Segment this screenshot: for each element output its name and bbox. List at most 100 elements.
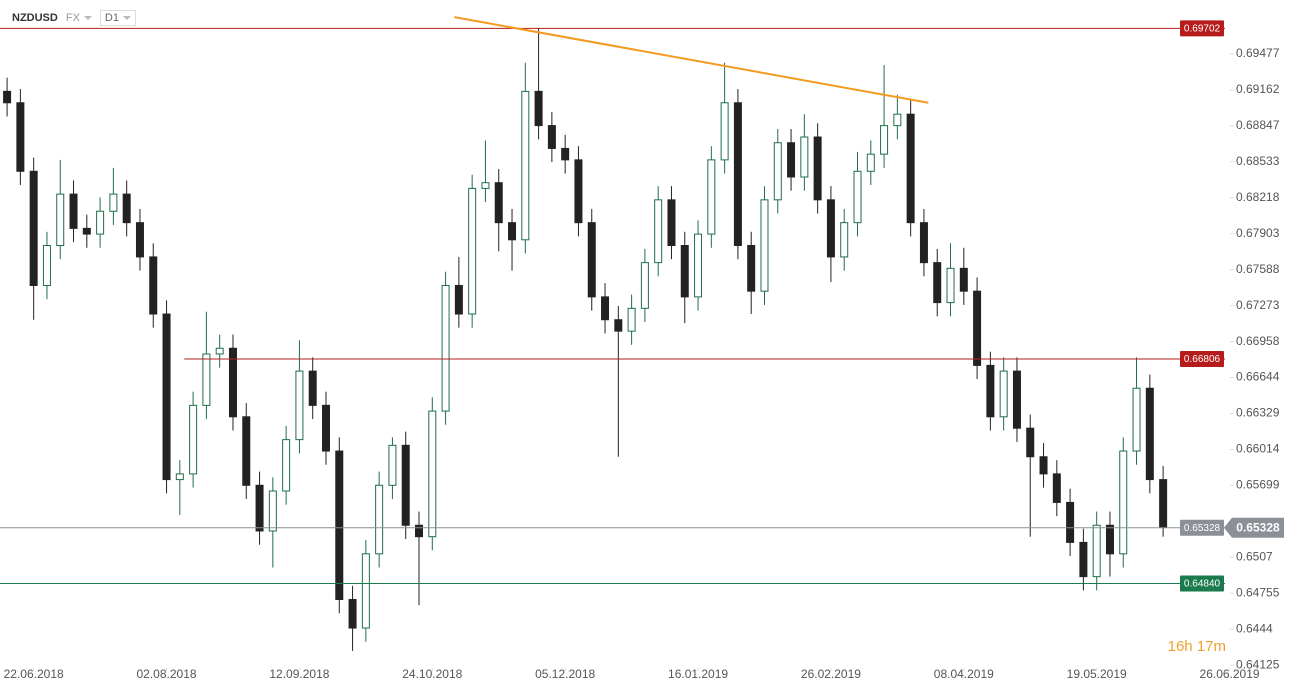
candle-body (853, 170, 862, 224)
candle-body (627, 307, 636, 332)
candle-body (135, 222, 144, 258)
symbol[interactable]: NZDUSD (12, 12, 58, 24)
candle-body (96, 210, 105, 235)
level-label-box (1180, 351, 1224, 368)
y-tick-label: 0.68533 (1236, 154, 1280, 168)
candle-body (454, 284, 463, 315)
candle-body (122, 193, 131, 224)
candle-body (481, 182, 490, 189)
y-tick-label: 0.68218 (1236, 190, 1280, 204)
candle-body (880, 125, 889, 155)
x-tick-label: 05.12.2018 (535, 667, 595, 681)
candle-body (760, 199, 769, 292)
candle-body (561, 147, 570, 161)
candle-body (866, 153, 875, 172)
candle-body (707, 159, 716, 235)
candle-body (255, 484, 264, 532)
candle-body (667, 199, 676, 247)
y-tick-label: 0.67273 (1236, 298, 1280, 312)
candle-body (42, 245, 51, 286)
candle-body (813, 136, 822, 201)
candle-body (375, 484, 384, 555)
candle-body (640, 262, 649, 309)
y-tick-label: 0.6444 (1236, 621, 1273, 635)
candle-body (1012, 370, 1021, 429)
candle-body (56, 193, 65, 247)
y-tick-label: 0.67588 (1236, 262, 1280, 276)
candle-body (321, 404, 330, 452)
market[interactable]: FX (66, 12, 92, 24)
candle-body (268, 490, 277, 532)
candle-body (733, 102, 742, 247)
symbol-header: NZDUSD FX D1 (12, 10, 136, 26)
y-tick-label: 0.67903 (1236, 226, 1280, 240)
candle-body (986, 364, 995, 418)
x-tick-label: 02.08.2018 (137, 667, 197, 681)
candle-body (1132, 387, 1141, 452)
y-tick-label: 0.66958 (1236, 334, 1280, 348)
candle-body (601, 296, 610, 321)
candle-body (189, 404, 198, 475)
candle-body (175, 473, 184, 481)
candle-body (1145, 387, 1154, 481)
candle-body (388, 444, 397, 486)
candle-body (401, 444, 410, 526)
candle-body (82, 227, 91, 235)
candle-body (1079, 541, 1088, 578)
candle-body (348, 598, 357, 629)
candle-body (162, 313, 171, 481)
level-label: 0.64840 (1184, 579, 1221, 590)
y-tick-label: 0.6507 (1236, 549, 1273, 563)
candle-body (547, 125, 556, 149)
price-tag (1224, 517, 1284, 538)
candle-body (242, 416, 251, 486)
candle-body (149, 256, 158, 315)
market-label: FX (65, 12, 80, 24)
candle-body (295, 370, 304, 441)
price-tag-label: 0.65328 (1236, 520, 1280, 534)
candle-body (335, 450, 344, 600)
y-tick-label: 0.64125 (1236, 657, 1280, 671)
candle-body (1092, 524, 1101, 578)
y-tick-label: 0.66329 (1236, 406, 1280, 420)
candle-body (614, 319, 623, 332)
candle-body (747, 245, 756, 292)
candle-body (654, 199, 663, 264)
level-label-box (1180, 20, 1224, 37)
candle-body (720, 102, 729, 161)
y-tick-label: 0.65699 (1236, 478, 1280, 492)
candle-body (441, 284, 450, 412)
candle-body (973, 290, 982, 366)
candle-body (906, 113, 915, 224)
candle-body (468, 187, 477, 315)
candle-body (109, 193, 118, 212)
y-tick-label: 0.66014 (1236, 442, 1280, 456)
candle-body (574, 159, 583, 224)
interval[interactable]: D1 (99, 10, 136, 26)
candle-body (800, 136, 809, 178)
y-tick-label: 0.69477 (1236, 46, 1280, 60)
y-tick-label: 0.66644 (1236, 370, 1280, 384)
candle-body (680, 245, 689, 298)
candle-body (946, 267, 955, 304)
countdown: 16h 17m (1168, 638, 1226, 655)
candle-body (361, 553, 370, 629)
y-tick-label: 0.69162 (1236, 82, 1280, 96)
candle-body (1039, 456, 1048, 475)
candle-body (1159, 479, 1168, 529)
x-tick-label: 08.04.2019 (934, 667, 994, 681)
candle-body (787, 142, 796, 178)
level-label-box (1180, 519, 1224, 536)
candle-body (215, 347, 224, 355)
x-tick-label: 22.06.2018 (4, 667, 64, 681)
x-tick-label: 26.06.2019 (1200, 667, 1260, 681)
candle-body (308, 370, 317, 406)
x-tick-label: 19.05.2019 (1067, 667, 1127, 681)
interval-label: D1 (104, 12, 119, 24)
candle-body (508, 222, 517, 241)
candle-body (919, 222, 928, 264)
level-label: 0.66806 (1184, 354, 1221, 365)
candle-body (69, 193, 78, 229)
candle-body (534, 90, 543, 127)
